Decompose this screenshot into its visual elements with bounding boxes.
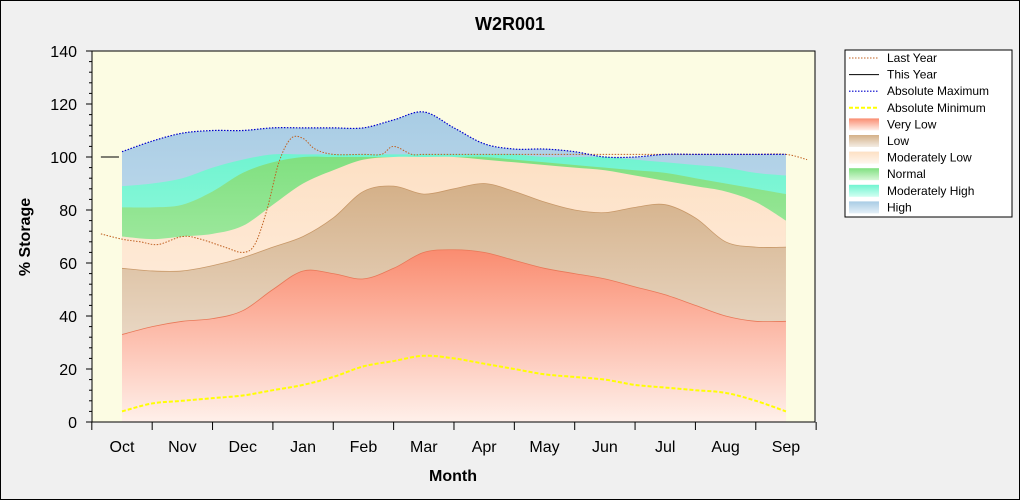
x-tick-label: Aug	[711, 439, 739, 456]
percentile-bands	[121, 111, 786, 422]
legend-label-moderately-low: Moderately Low	[887, 151, 972, 165]
x-tick-label: Dec	[228, 439, 256, 456]
x-tick-label: May	[529, 439, 559, 456]
band-low-edge	[121, 183, 786, 272]
y-tick-label: 0	[68, 415, 77, 432]
legend-label-high: High	[887, 200, 912, 214]
legend-label-last-year: Last Year	[887, 51, 937, 65]
x-tick-label: Feb	[350, 439, 378, 456]
legend-label-very-low: Very Low	[887, 117, 937, 131]
x-tick-label: Jun	[592, 439, 618, 456]
x-tick-label: Jan	[290, 439, 316, 456]
y-tick-label: 100	[50, 150, 77, 167]
chart-title: W2R001	[475, 14, 545, 34]
x-axis: Oct Nov Dec Jan Feb Mar Apr May Jun Jul Aug Sep	[91, 422, 817, 456]
legend-label-normal: Normal	[887, 167, 926, 181]
y-tick-label: 80	[59, 203, 77, 220]
legend-swatch-low	[849, 135, 879, 147]
legend-label-absolute-minimum: Absolute Minimum	[887, 101, 986, 115]
legend-swatch-moderately-high	[849, 184, 879, 197]
x-tick-label: Apr	[472, 439, 498, 456]
legend-label-this-year: This Year	[887, 68, 937, 82]
legend-swatch-high	[849, 201, 879, 214]
y-axis: 0 20 40 60 80 100 120 140	[50, 44, 92, 432]
series-absolute-minimum	[121, 354, 787, 413]
y-axis-title: % Storage	[17, 198, 34, 276]
y-tick-label: 40	[59, 309, 77, 326]
x-tick-label: Oct	[110, 439, 135, 456]
legend-label-moderately-high: Moderately High	[887, 184, 974, 198]
x-tick-label: Jul	[655, 439, 675, 456]
band-very-low	[122, 249, 786, 422]
band-very-low-edge	[121, 249, 786, 335]
legend-label-absolute-maximum: Absolute Maximum	[887, 84, 989, 98]
y-tick-label: 60	[59, 256, 77, 273]
legend-swatch-moderately-low	[849, 151, 879, 164]
series-lines	[100, 111, 808, 413]
x-tick-label: Mar	[410, 439, 438, 456]
y-tick-label: 120	[50, 97, 77, 114]
legend-swatch-very-low	[849, 118, 879, 131]
y-tick-label: 140	[50, 44, 77, 61]
x-tick-label: Sep	[772, 439, 801, 456]
x-tick-label: Nov	[168, 439, 196, 456]
legend-label-low: Low	[887, 134, 909, 148]
series-absolute-maximum	[121, 111, 786, 159]
x-axis-title: Month	[429, 468, 477, 485]
legend: Last Year This Year Absolute Maximum Absolu…	[844, 49, 1013, 218]
legend-swatch-normal	[849, 168, 879, 181]
y-tick-label: 20	[59, 362, 77, 379]
